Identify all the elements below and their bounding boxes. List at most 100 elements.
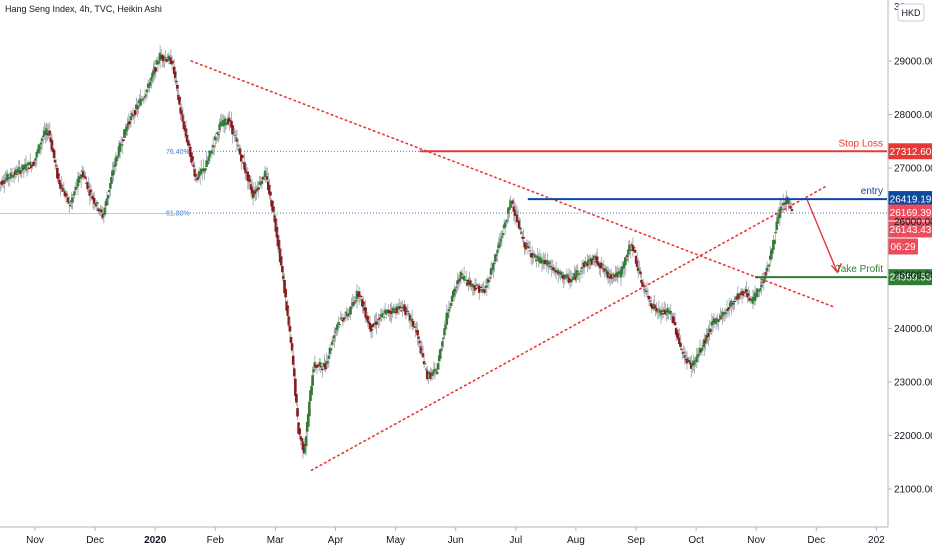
candle-down bbox=[789, 206, 793, 209]
candle-down bbox=[235, 138, 239, 142]
level-name-take-profit: Take Profit bbox=[836, 264, 883, 275]
candle-down bbox=[640, 279, 643, 284]
candle-down bbox=[400, 310, 403, 312]
candle-up bbox=[688, 360, 692, 365]
candle-down bbox=[49, 137, 53, 142]
candle-up bbox=[339, 318, 343, 320]
candle-down bbox=[226, 118, 230, 125]
candle-up bbox=[573, 272, 576, 278]
price-tick-label: 23000.00 bbox=[894, 378, 932, 389]
candle-down bbox=[639, 271, 642, 275]
candle-up bbox=[39, 142, 43, 145]
candle-up bbox=[221, 119, 225, 125]
candle-up bbox=[35, 152, 39, 158]
candle-down bbox=[552, 267, 556, 271]
candle-down bbox=[635, 260, 639, 267]
candle-down bbox=[275, 226, 279, 238]
candle-down bbox=[733, 301, 736, 303]
candle-up bbox=[759, 288, 762, 291]
candle-up bbox=[588, 263, 591, 265]
candle-down bbox=[660, 310, 664, 313]
candle-up bbox=[126, 123, 129, 130]
candle-down bbox=[251, 189, 255, 198]
time-tick-label: Aug bbox=[567, 535, 585, 546]
candle-up bbox=[401, 307, 404, 309]
candle-up bbox=[496, 249, 499, 253]
time-axis[interactable]: Nov Dec 2020 Feb Mar Apr May Jun Jul Aug Sep Oct Nov… bbox=[0, 526, 888, 546]
candle-down bbox=[65, 194, 69, 196]
candle-down bbox=[370, 329, 374, 331]
candle-down bbox=[178, 96, 181, 105]
candle-down bbox=[732, 302, 735, 305]
trendline[interactable] bbox=[190, 60, 836, 308]
candle-up bbox=[219, 121, 223, 125]
candle-down bbox=[281, 266, 284, 273]
candle-down bbox=[83, 175, 86, 177]
time-tick-label: Jul bbox=[509, 535, 522, 546]
candle-down bbox=[84, 176, 87, 179]
level-name-entry: entry bbox=[861, 186, 883, 197]
candle-up bbox=[776, 217, 780, 224]
candle-down bbox=[475, 284, 479, 286]
candle-down bbox=[602, 268, 605, 270]
candle-down bbox=[230, 120, 233, 128]
candle-down bbox=[171, 61, 175, 64]
candle-up bbox=[392, 309, 396, 313]
candle-up bbox=[233, 134, 237, 136]
candle-up bbox=[658, 309, 662, 313]
candle-up bbox=[787, 198, 790, 204]
candle-up bbox=[304, 436, 308, 447]
candle-up bbox=[25, 169, 29, 171]
candle-up bbox=[516, 219, 520, 221]
candle-down bbox=[231, 125, 234, 135]
candle-up bbox=[260, 180, 264, 185]
candle-up bbox=[18, 167, 21, 169]
currency-badge[interactable]: HKD bbox=[897, 3, 925, 22]
candle-up bbox=[24, 164, 28, 170]
candle-down bbox=[194, 173, 198, 177]
candle-up bbox=[525, 243, 529, 245]
candle-up bbox=[778, 208, 782, 218]
candle-down bbox=[271, 200, 274, 212]
candle-up bbox=[433, 368, 437, 371]
candle-up bbox=[656, 311, 660, 313]
candle-up bbox=[334, 331, 337, 333]
candle-down bbox=[315, 366, 319, 368]
candle-down bbox=[295, 393, 298, 403]
candle-up bbox=[471, 283, 475, 287]
candle-down bbox=[420, 348, 424, 350]
time-tick-label: Feb bbox=[207, 535, 225, 546]
candle-down bbox=[715, 318, 719, 320]
candle-down bbox=[66, 197, 70, 203]
candle-down bbox=[357, 291, 361, 298]
candle-down bbox=[257, 187, 260, 190]
candle-up bbox=[696, 354, 700, 358]
candle-up bbox=[264, 173, 268, 176]
candle-down bbox=[22, 168, 26, 170]
candle-down bbox=[524, 244, 528, 250]
candle-down bbox=[543, 259, 547, 264]
price-axis[interactable]: 21000.00 22000.00 23000.00 24000.00 25000.00… bbox=[887, 0, 932, 527]
candle-up bbox=[262, 178, 266, 180]
candle-up bbox=[714, 318, 718, 324]
candle-down bbox=[184, 128, 188, 137]
candle-up bbox=[519, 227, 522, 230]
candle-down bbox=[469, 280, 472, 286]
candle-up bbox=[493, 263, 496, 265]
candle-down bbox=[193, 169, 197, 177]
candle-up bbox=[352, 301, 356, 306]
candle-up bbox=[507, 207, 510, 214]
candle-up bbox=[755, 288, 759, 297]
projection-arrow-line[interactable] bbox=[806, 199, 838, 273]
candle-up bbox=[723, 312, 727, 315]
candle-down bbox=[515, 214, 519, 223]
candle-up bbox=[40, 138, 44, 142]
candle-down bbox=[790, 209, 794, 212]
candle-up bbox=[697, 353, 701, 356]
candle-up bbox=[546, 260, 549, 265]
candle-up bbox=[26, 162, 30, 166]
candle-up bbox=[760, 284, 763, 288]
candle-up bbox=[657, 309, 661, 311]
candle-down bbox=[87, 186, 91, 188]
